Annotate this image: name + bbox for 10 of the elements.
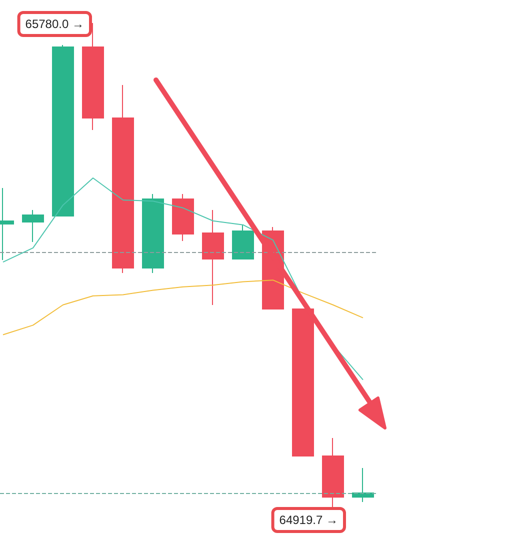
candlestick bbox=[232, 224, 254, 260]
text: 64919.7 → bbox=[279, 513, 338, 527]
candlestick bbox=[142, 193, 164, 274]
candlestick bbox=[52, 44, 74, 217]
annotation: 65780.0 → bbox=[25, 17, 84, 31]
candlestick bbox=[172, 193, 194, 242]
candlestick bbox=[22, 210, 44, 243]
candlestick bbox=[112, 84, 134, 274]
candlestick bbox=[202, 210, 224, 306]
candlestick bbox=[292, 308, 314, 457]
